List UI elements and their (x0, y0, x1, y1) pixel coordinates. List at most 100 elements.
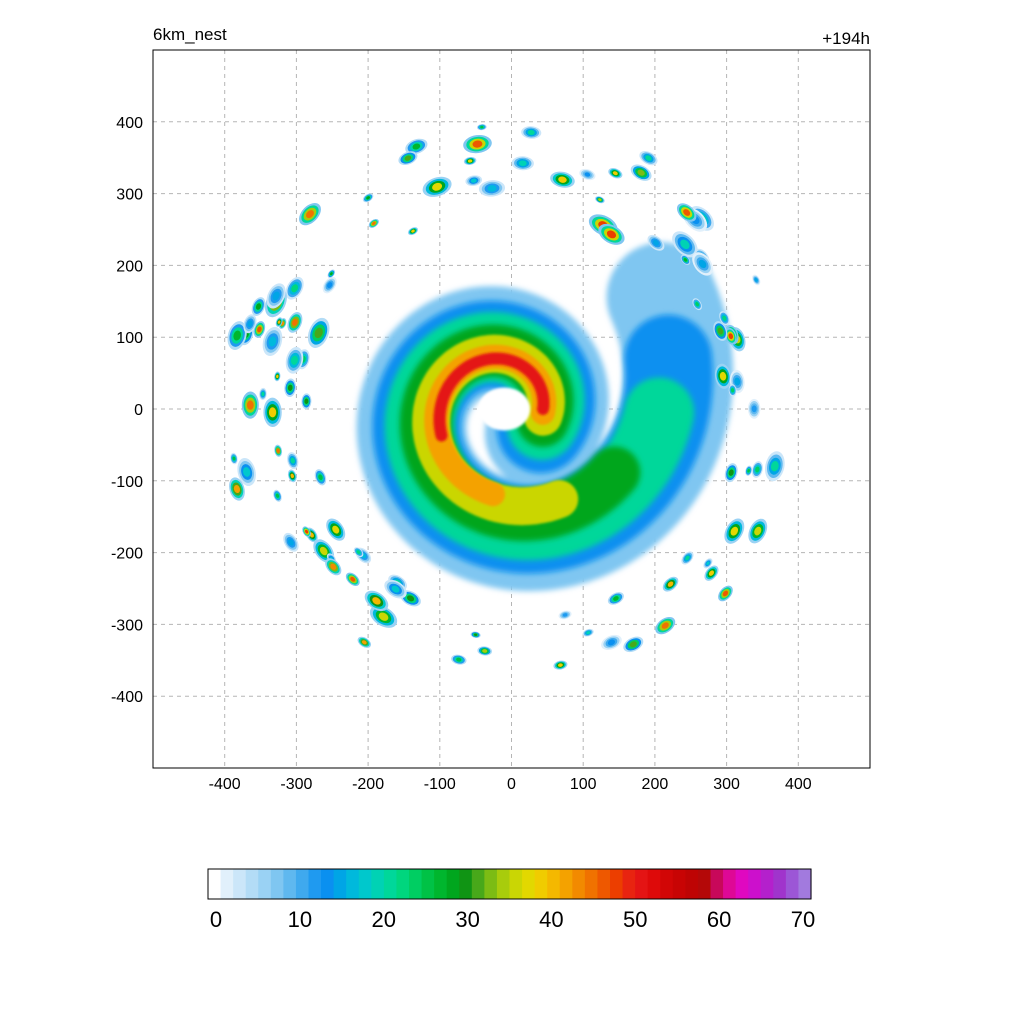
rain-cell (724, 327, 737, 345)
rain-cell-layer (233, 485, 241, 494)
rain-cell (299, 203, 321, 226)
rain-cell-layer (518, 160, 527, 167)
rain-cell-layer (275, 493, 280, 498)
rain-cell-layer (698, 259, 707, 269)
colorbar-swatch (622, 869, 636, 899)
y-tick-label: -400 (111, 689, 143, 706)
colorbar-swatch (220, 869, 234, 899)
rain-cell-layer (667, 581, 674, 587)
colorbar-swatch (383, 869, 398, 899)
x-tick-label: -200 (352, 776, 384, 793)
rain-cell-layer (482, 649, 488, 653)
rain-cell-layer (527, 129, 535, 136)
rain-cell-layer (268, 336, 277, 347)
colorbar-swatch (597, 869, 611, 899)
rain-cell-layer (467, 159, 473, 163)
rain-cell-layer (366, 196, 370, 200)
storm-field (227, 124, 785, 670)
rain-cell-layer (287, 384, 293, 391)
colorbar-swatch (798, 869, 812, 899)
rain-cell-layer (272, 291, 280, 301)
rain-cell (283, 532, 299, 552)
rain-cell-layer (730, 526, 739, 536)
rain-cell (284, 378, 297, 398)
rain-cell-layer (652, 239, 659, 246)
colorbar-swatch (735, 869, 749, 899)
rain-cell (594, 196, 605, 204)
rain-cell-layer (607, 639, 616, 646)
outer-rainbands (227, 124, 785, 670)
rain-cell (765, 451, 785, 482)
colorbar-swatch (559, 869, 573, 899)
rain-cell-layer (288, 539, 294, 546)
rain-cell-layer (314, 327, 323, 339)
colorbar-swatch (396, 869, 410, 899)
rain-cell (521, 126, 542, 139)
y-tick-label: 200 (116, 258, 143, 275)
rain-cell-layer (268, 407, 277, 418)
rain-cell (714, 363, 732, 389)
colorbar-swatch (710, 869, 724, 899)
colorbar-swatch (321, 869, 335, 899)
y-axis: 400 300 200 100 0 -100 -200 -300 -400 (111, 115, 143, 706)
colorbar-swatch (409, 869, 423, 899)
rain-cell (384, 579, 407, 599)
rain-cell-layer (754, 526, 762, 536)
rain-cell (681, 551, 694, 565)
colorbar-swatch (723, 869, 737, 899)
rain-cell (478, 180, 506, 197)
rain-cell-layer (598, 198, 602, 202)
rain-cell (713, 321, 728, 342)
y-tick-label: 300 (116, 187, 143, 204)
rain-cell-layer (695, 302, 699, 307)
colorbar-swatch (760, 869, 774, 899)
rain-cell (724, 463, 738, 483)
rain-cell-layer (487, 185, 497, 192)
rain-cell (345, 572, 360, 587)
rain-cell (748, 518, 768, 544)
colorbar-swatch (660, 869, 674, 899)
colorbar-swatch (208, 869, 222, 899)
colorbar-swatch (270, 869, 284, 899)
rain-cell (639, 150, 658, 166)
colorbar-swatch (258, 869, 272, 899)
rain-cell (692, 298, 702, 311)
rain-cell-layer (722, 315, 727, 321)
colorbar-swatch (358, 869, 372, 899)
rain-cell-layer (683, 209, 691, 216)
colorbar-swatch (647, 869, 661, 899)
colorbar-swatch (496, 869, 511, 899)
rain-cell (227, 321, 247, 350)
rain-cell-layer (233, 330, 241, 341)
y-tick-label: -100 (111, 474, 143, 491)
rain-cell-layer (257, 326, 262, 333)
rain-cell-layer (734, 377, 741, 386)
rain-cell-layer (242, 467, 251, 477)
rain-cell (745, 465, 753, 476)
rain-cell (582, 628, 594, 637)
rain-cell-layer (246, 400, 254, 410)
colorbar-tick-label: 0 (210, 907, 222, 932)
y-tick-label: -200 (111, 546, 143, 563)
colorbar-frame (207, 868, 812, 900)
rain-cell (718, 585, 733, 602)
colorbar-tick-label: 50 (623, 907, 647, 932)
rain-cell-layer (706, 561, 710, 566)
rain-cell (369, 605, 398, 628)
rain-cell-layer (330, 563, 337, 570)
rain-cell-layer (412, 143, 421, 150)
colorbar-swatch (572, 869, 586, 899)
rain-cell-layer (470, 178, 477, 183)
rain-cell-layer (332, 525, 340, 534)
colorbar-swatch (697, 869, 712, 899)
colorbar-swatch (346, 869, 360, 899)
colorbar-tick-label: 60 (707, 907, 731, 932)
rain-cell (275, 317, 283, 327)
rain-cell (287, 469, 297, 483)
rain-cell-layer (306, 210, 314, 219)
rain-cell-layer (372, 597, 381, 605)
rain-cell-layer (562, 613, 568, 617)
rain-cell-layer (755, 466, 760, 473)
x-tick-label: -300 (280, 776, 312, 793)
